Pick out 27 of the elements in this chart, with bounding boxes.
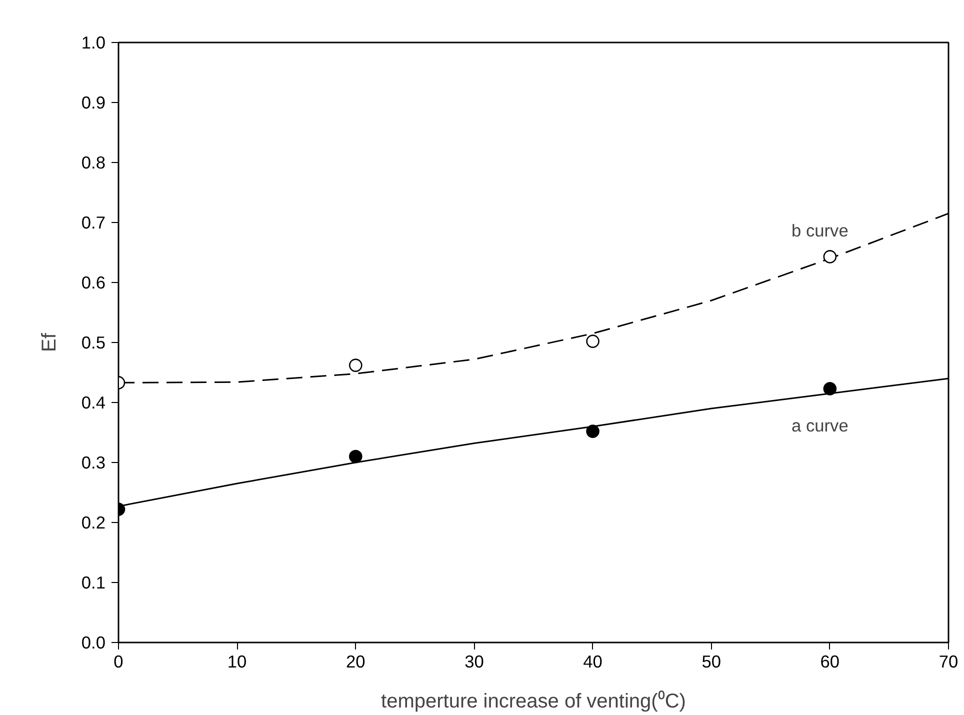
y-tick-label: 0.3 — [81, 452, 106, 472]
x-tick-label: 20 — [346, 652, 366, 672]
point — [823, 250, 837, 264]
series-label: b curve — [792, 220, 848, 240]
x-tick-label: 30 — [464, 652, 484, 672]
y-tick-label: 0.8 — [81, 152, 106, 172]
y-tick-label: 0.9 — [81, 92, 106, 112]
y-tick-label: 0.4 — [81, 392, 106, 412]
y-tick-label: 1.0 — [81, 32, 106, 52]
y-tick-label: 0.7 — [81, 212, 106, 232]
y-tick-label: 0.1 — [81, 572, 106, 592]
x-tick-label: 40 — [583, 652, 602, 672]
x-tick-label: 10 — [227, 652, 247, 672]
point — [586, 334, 600, 348]
y-axis-title: Ef — [38, 332, 60, 352]
y-tick-label: 0.0 — [81, 632, 106, 652]
series-label: a curve — [792, 416, 848, 436]
point — [586, 424, 600, 438]
y-tick-label: 0.6 — [81, 272, 106, 292]
x-tick-label: 50 — [702, 652, 721, 672]
y-tick-label: 0.2 — [81, 512, 106, 532]
point — [823, 382, 837, 396]
x-axis-title: temperture increase of venting(⁰C) — [381, 690, 686, 712]
x-tick-label: 70 — [938, 652, 958, 672]
x-tick-label: 0 — [114, 652, 124, 672]
y-tick-label: 0.5 — [81, 332, 106, 352]
x-tick-label: 60 — [820, 652, 840, 672]
